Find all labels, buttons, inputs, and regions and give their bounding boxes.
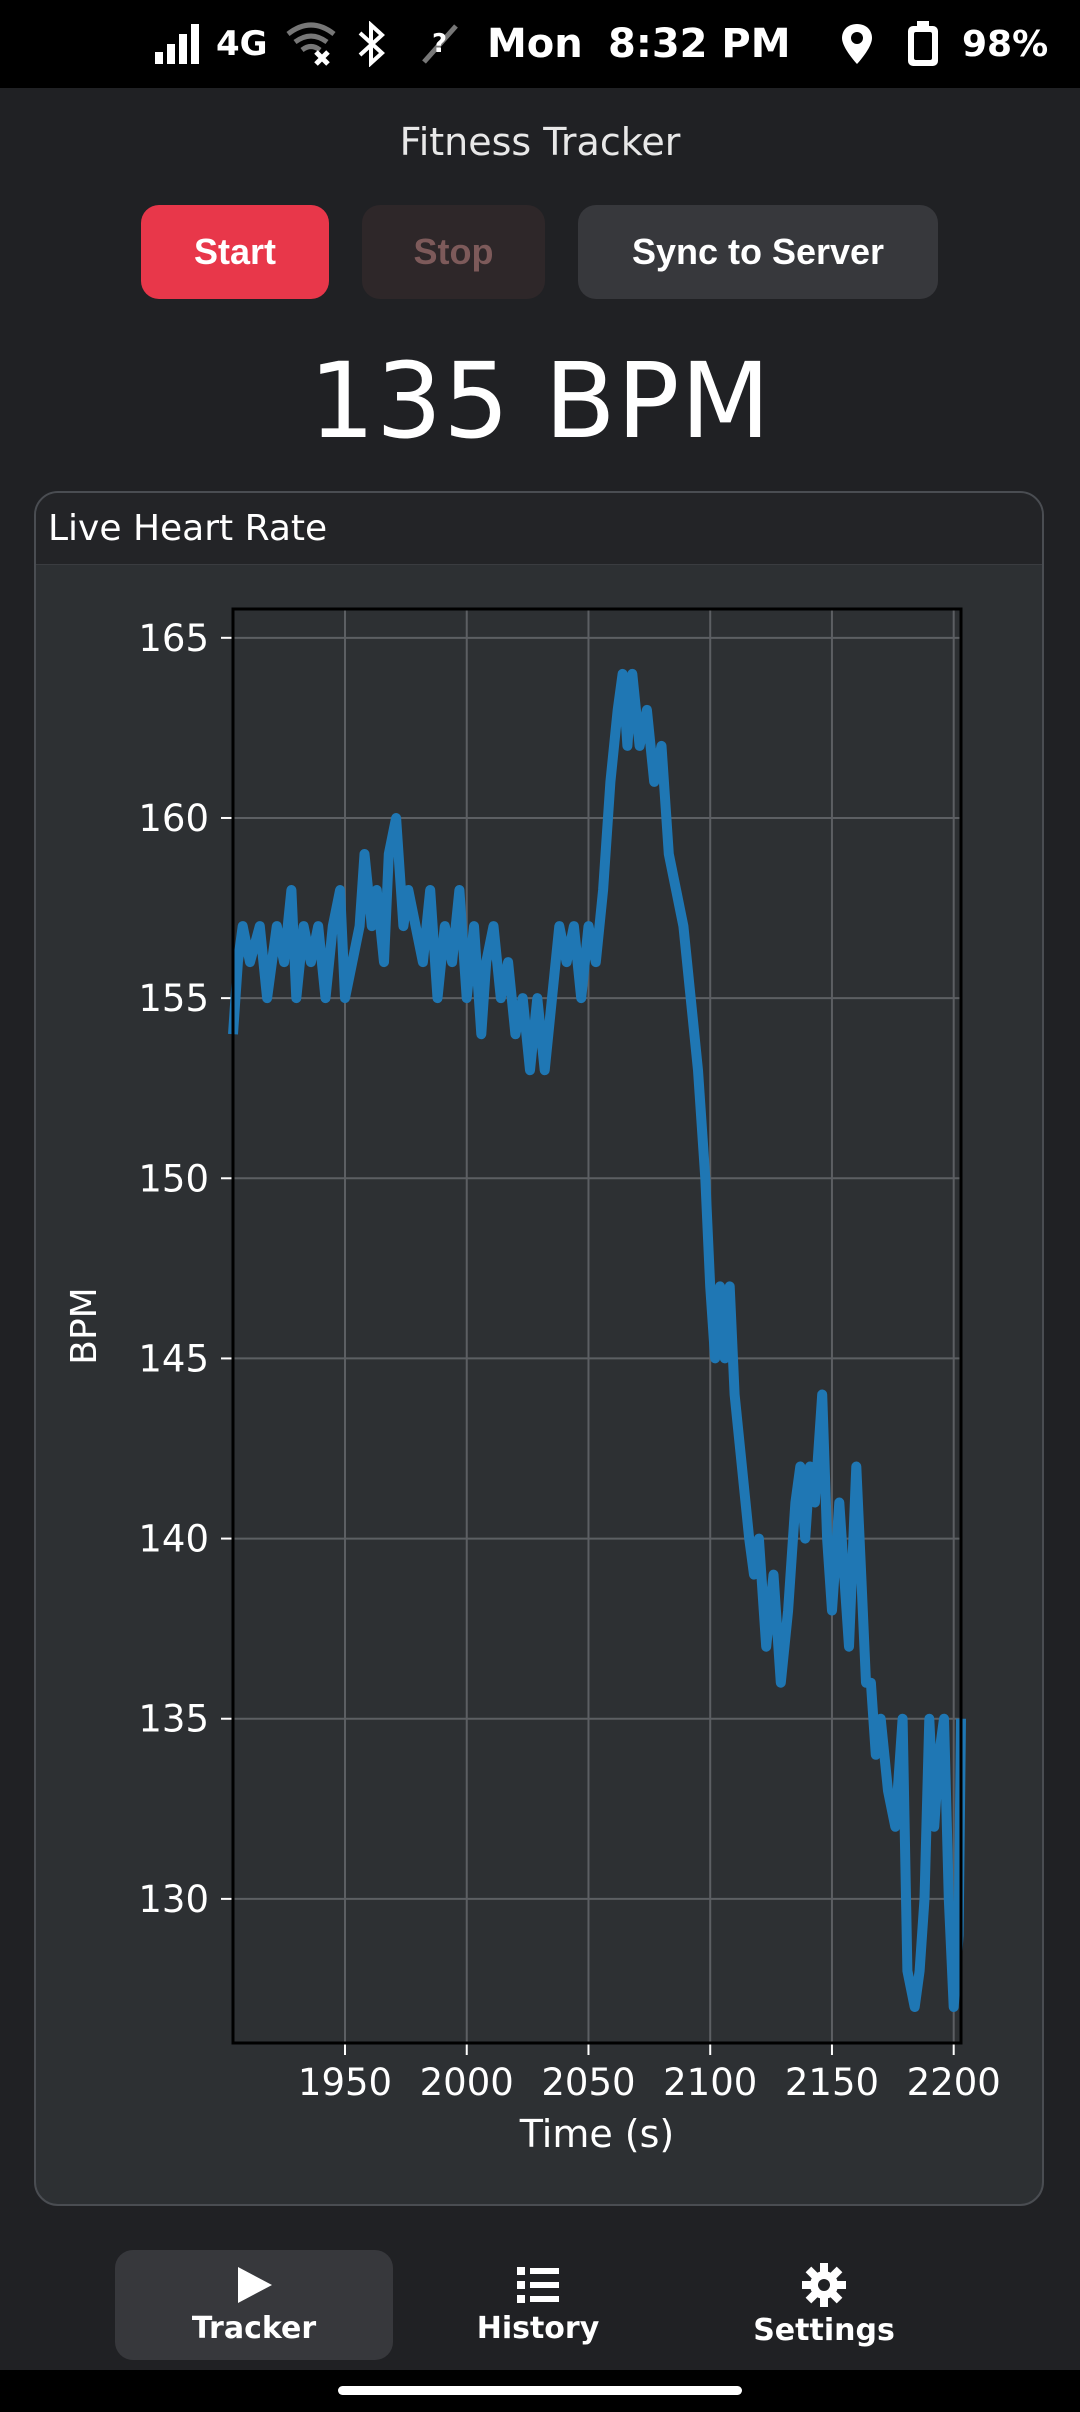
nav-history[interactable]: History xyxy=(398,2250,678,2360)
battery-icon xyxy=(906,0,940,88)
nav-settings-label: Settings xyxy=(753,2312,895,2348)
wifi-off-icon xyxy=(286,0,336,88)
x-axis-ticks: 1950 2000 2050 2100 2150 2200 xyxy=(298,2043,1001,2104)
card-title: Live Heart Rate xyxy=(36,493,1042,565)
home-indicator[interactable] xyxy=(338,2386,742,2395)
svg-text:?: ? xyxy=(432,29,447,59)
y-tick-label: 145 xyxy=(138,1337,209,1380)
list-icon xyxy=(517,2266,559,2303)
x-tick-label: 2100 xyxy=(663,2061,757,2104)
status-time: 8:32 PM xyxy=(608,21,791,67)
start-button[interactable]: Start xyxy=(141,205,329,299)
nav-history-label: History xyxy=(476,2310,600,2346)
gear-icon xyxy=(802,2262,846,2307)
y-axis-label: BPM xyxy=(64,1287,105,1364)
x-tick-label: 2000 xyxy=(420,2061,514,2104)
bluetooth-icon xyxy=(356,0,388,88)
x-tick-label: 1950 xyxy=(298,2061,392,2104)
y-tick-label: 165 xyxy=(138,617,209,660)
heart-rate-series-line xyxy=(228,668,966,2012)
y-tick-label: 160 xyxy=(138,797,209,840)
signal-icon xyxy=(155,0,201,88)
battery-percent: 98% xyxy=(962,23,1049,65)
x-tick-label: 2200 xyxy=(907,2061,1001,2104)
data-unknown-icon: ? xyxy=(418,0,462,88)
play-icon xyxy=(238,2266,272,2303)
heart-rate-chart: 130 135 140 145 150 155 160 165 1950 2000 2050 210… xyxy=(36,565,1042,2204)
x-tick-label: 2050 xyxy=(541,2061,635,2104)
current-bpm-display: 135 BPM xyxy=(308,340,772,462)
x-tick-label: 2150 xyxy=(785,2061,879,2104)
nav-settings[interactable]: Settings xyxy=(684,2250,964,2360)
status-day: Mon xyxy=(487,21,583,67)
y-tick-label: 130 xyxy=(138,1878,209,1921)
y-tick-label: 155 xyxy=(138,977,209,1020)
network-type: 4G xyxy=(216,24,268,64)
heart-rate-card: Live Heart Rate 130 135 140 145 150 155 160 165… xyxy=(34,491,1044,2206)
location-icon xyxy=(840,0,874,88)
status-bar: 4G ? Mon 8:32 PM 98% xyxy=(0,0,1080,88)
y-axis-ticks: 130 135 140 145 150 155 160 165 xyxy=(138,617,233,1921)
plot-area xyxy=(233,609,961,2043)
chart-svg: 130 135 140 145 150 155 160 165 1950 2000 2050 210… xyxy=(64,607,1001,2156)
nav-tracker[interactable]: Tracker xyxy=(115,2250,393,2360)
nav-tracker-label: Tracker xyxy=(191,2310,317,2346)
stop-button[interactable]: Stop xyxy=(362,205,545,299)
plot-frame xyxy=(231,607,963,2045)
app-title: Fitness Tracker xyxy=(399,120,681,164)
sync-to-server-button[interactable]: Sync to Server xyxy=(578,205,938,299)
x-axis-label: Time (s) xyxy=(519,2112,675,2156)
y-tick-label: 140 xyxy=(138,1518,209,1561)
bottom-nav: Tracker History xyxy=(0,2230,1080,2370)
y-tick-label: 150 xyxy=(138,1157,209,1200)
y-tick-label: 135 xyxy=(138,1698,209,1741)
